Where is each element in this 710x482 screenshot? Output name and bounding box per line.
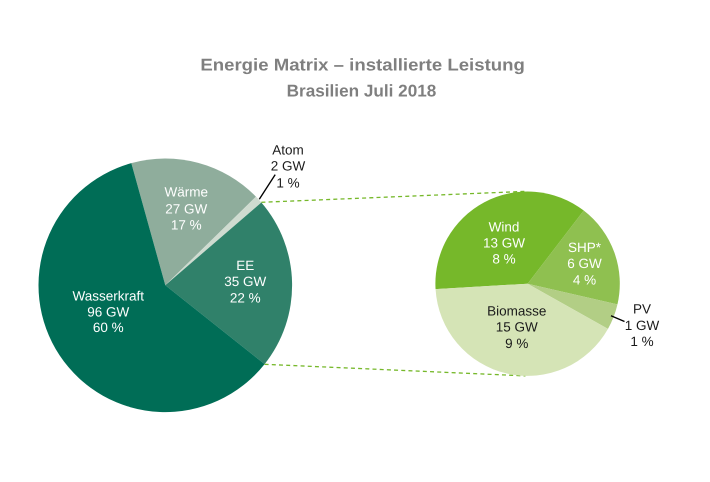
svg-text:Atom: Atom [272, 142, 304, 157]
svg-text:13 GW: 13 GW [483, 236, 525, 251]
svg-text:1 GW: 1 GW [625, 318, 660, 333]
svg-text:Wind: Wind [489, 219, 520, 234]
svg-text:35 GW: 35 GW [224, 274, 266, 289]
svg-text:Energie Matrix – installierte: Energie Matrix – installierte Leistung [200, 55, 525, 74]
svg-text:SHP*: SHP* [568, 240, 602, 255]
svg-text:27 GW: 27 GW [165, 201, 207, 216]
svg-text:4 %: 4 % [573, 272, 596, 287]
svg-text:PV: PV [633, 302, 651, 317]
svg-text:17 %: 17 % [171, 218, 202, 233]
svg-text:Brasilien Juli 2018: Brasilien Juli 2018 [287, 82, 437, 101]
svg-text:15 GW: 15 GW [496, 320, 538, 335]
svg-text:EE: EE [236, 258, 254, 273]
svg-text:96 GW: 96 GW [87, 304, 129, 319]
svg-text:1 %: 1 % [276, 175, 299, 190]
svg-text:2 GW: 2 GW [271, 159, 306, 174]
svg-text:6 GW: 6 GW [567, 256, 602, 271]
svg-text:9 %: 9 % [505, 336, 528, 351]
svg-text:1 %: 1 % [630, 334, 653, 349]
svg-text:Wärme: Wärme [165, 184, 209, 199]
svg-text:8 %: 8 % [492, 252, 515, 267]
svg-text:Wasserkraft: Wasserkraft [73, 289, 145, 304]
svg-text:Biomasse: Biomasse [487, 303, 546, 318]
svg-text:60 %: 60 % [93, 320, 124, 335]
svg-text:22 %: 22 % [230, 290, 261, 305]
